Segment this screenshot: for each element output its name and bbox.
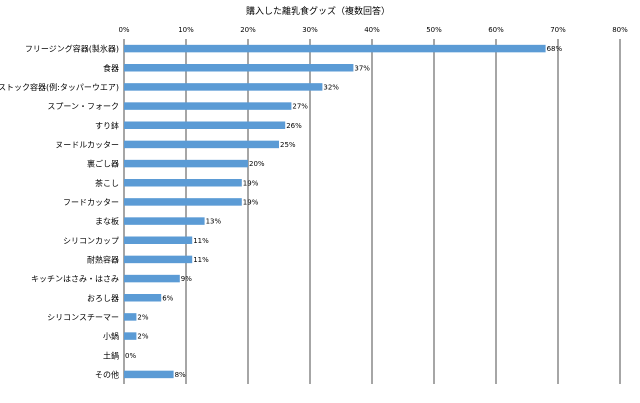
- bar: [124, 64, 354, 72]
- category-label: シリコンスチーマー: [47, 313, 119, 322]
- category-label: 土鍋: [103, 350, 119, 360]
- category-label: 食器: [103, 63, 119, 73]
- category-label: ヌードルカッター: [55, 140, 119, 149]
- bar: [124, 294, 162, 302]
- bar: [124, 332, 137, 340]
- data-label: 25%: [280, 141, 296, 149]
- bar: [124, 217, 205, 225]
- data-label: 20%: [249, 160, 265, 168]
- data-label: 68%: [547, 45, 563, 53]
- bar: [124, 83, 323, 91]
- category-label: フードカッター: [63, 198, 119, 207]
- data-label: 32%: [323, 83, 339, 91]
- category-label: まな板: [95, 216, 119, 226]
- bar: [124, 255, 193, 264]
- bar: [124, 313, 137, 321]
- data-label: 13%: [206, 218, 222, 226]
- data-label: 37%: [354, 64, 370, 72]
- bar: [124, 159, 248, 168]
- bar: [124, 44, 546, 53]
- data-label: 6%: [162, 294, 173, 302]
- x-tick-label: 60%: [488, 26, 504, 34]
- x-axis-ticks: 0% 10% 20% 30% 40% 50% 60% 70% 80%: [118, 26, 628, 34]
- data-label: 26%: [286, 122, 302, 130]
- category-label: シリコンカップ: [63, 236, 119, 245]
- bars: [124, 44, 546, 379]
- category-label: ストック容器(例:タッパーウエア): [0, 82, 119, 92]
- bar: [124, 102, 292, 110]
- category-label: フリージング容器(製氷器): [25, 44, 119, 54]
- category-label: 茶こし: [95, 178, 119, 188]
- bar: [124, 274, 180, 283]
- data-label: 0%: [125, 352, 136, 360]
- bar: [124, 236, 193, 244]
- data-label: 27%: [292, 103, 308, 111]
- x-tick-label: 80%: [612, 26, 628, 34]
- category-label: キッチンはさみ・はさみ: [31, 275, 119, 284]
- data-label: 11%: [193, 237, 209, 245]
- bar: [124, 370, 174, 379]
- data-label: 2%: [137, 313, 148, 321]
- category-label: 裏ごし器: [87, 159, 119, 169]
- x-tick-label: 20%: [240, 26, 256, 34]
- bar: [124, 140, 279, 149]
- category-label: 耐熱容器: [87, 254, 119, 264]
- bar: [124, 179, 242, 187]
- data-label: 9%: [181, 275, 192, 283]
- bar: [124, 198, 242, 206]
- x-tick-label: 0%: [118, 26, 129, 34]
- data-label: 2%: [137, 333, 148, 341]
- gridlines: [123, 39, 621, 384]
- data-labels: 68% 37% 32% 27% 26% 25% 20% 19% 19% 13% 11% 11% 9% 6%…: [125, 45, 563, 379]
- x-tick-label: 40%: [364, 26, 380, 34]
- bar: [124, 121, 286, 129]
- data-label: 19%: [243, 198, 259, 206]
- x-tick-label: 10%: [178, 26, 194, 34]
- data-label: 8%: [175, 371, 186, 379]
- x-tick-label: 30%: [302, 26, 318, 34]
- x-tick-label: 70%: [550, 26, 566, 34]
- chart-title: 購入した離乳食グッズ（複数回答）: [246, 5, 390, 17]
- data-label: 11%: [193, 256, 209, 264]
- category-label: おろし器: [87, 294, 119, 303]
- data-label: 19%: [243, 179, 259, 187]
- category-label: すり鉢: [95, 120, 119, 130]
- category-label: その他: [95, 369, 119, 379]
- x-tick-label: 50%: [426, 26, 442, 34]
- category-label: 小鍋: [103, 331, 119, 341]
- category-label: スプーン・フォーク: [47, 102, 119, 111]
